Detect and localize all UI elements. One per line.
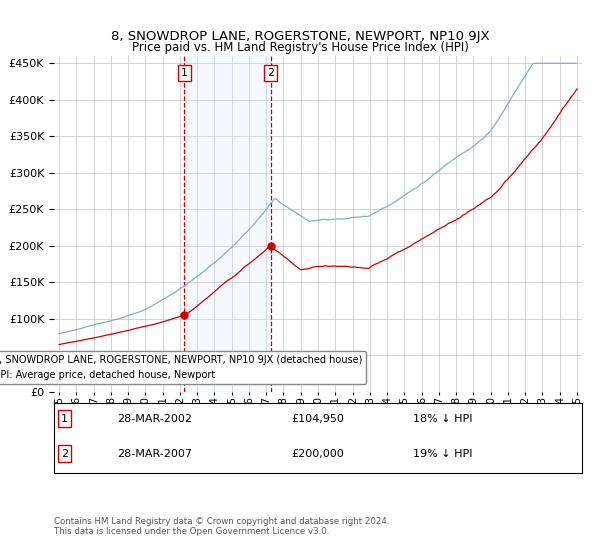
Text: 28-MAR-2007: 28-MAR-2007 [118,449,193,459]
Bar [184,56,271,392]
Text: 1: 1 [61,414,68,423]
Text: £104,950: £104,950 [292,414,344,423]
Text: 18% ↓ HPI: 18% ↓ HPI [413,414,473,423]
Text: 2: 2 [61,449,68,459]
Text: Price paid vs. HM Land Registry's House Price Index (HPI): Price paid vs. HM Land Registry's House … [131,41,469,54]
Text: £200,000: £200,000 [292,449,344,459]
Text: 2: 2 [267,68,274,78]
Text: 1: 1 [181,68,188,78]
Legend: 8, SNOWDROP LANE, ROGERSTONE, NEWPORT, NP10 9JX (detached house), HPI: Average p: 8, SNOWDROP LANE, ROGERSTONE, NEWPORT, N… [0,351,366,384]
Text: Contains HM Land Registry data © Crown copyright and database right 2024.
This d: Contains HM Land Registry data © Crown c… [54,517,389,536]
Text: 19% ↓ HPI: 19% ↓ HPI [413,449,473,459]
Text: 8, SNOWDROP LANE, ROGERSTONE, NEWPORT, NP10 9JX: 8, SNOWDROP LANE, ROGERSTONE, NEWPORT, N… [110,30,490,43]
Text: 28-MAR-2002: 28-MAR-2002 [118,414,193,423]
